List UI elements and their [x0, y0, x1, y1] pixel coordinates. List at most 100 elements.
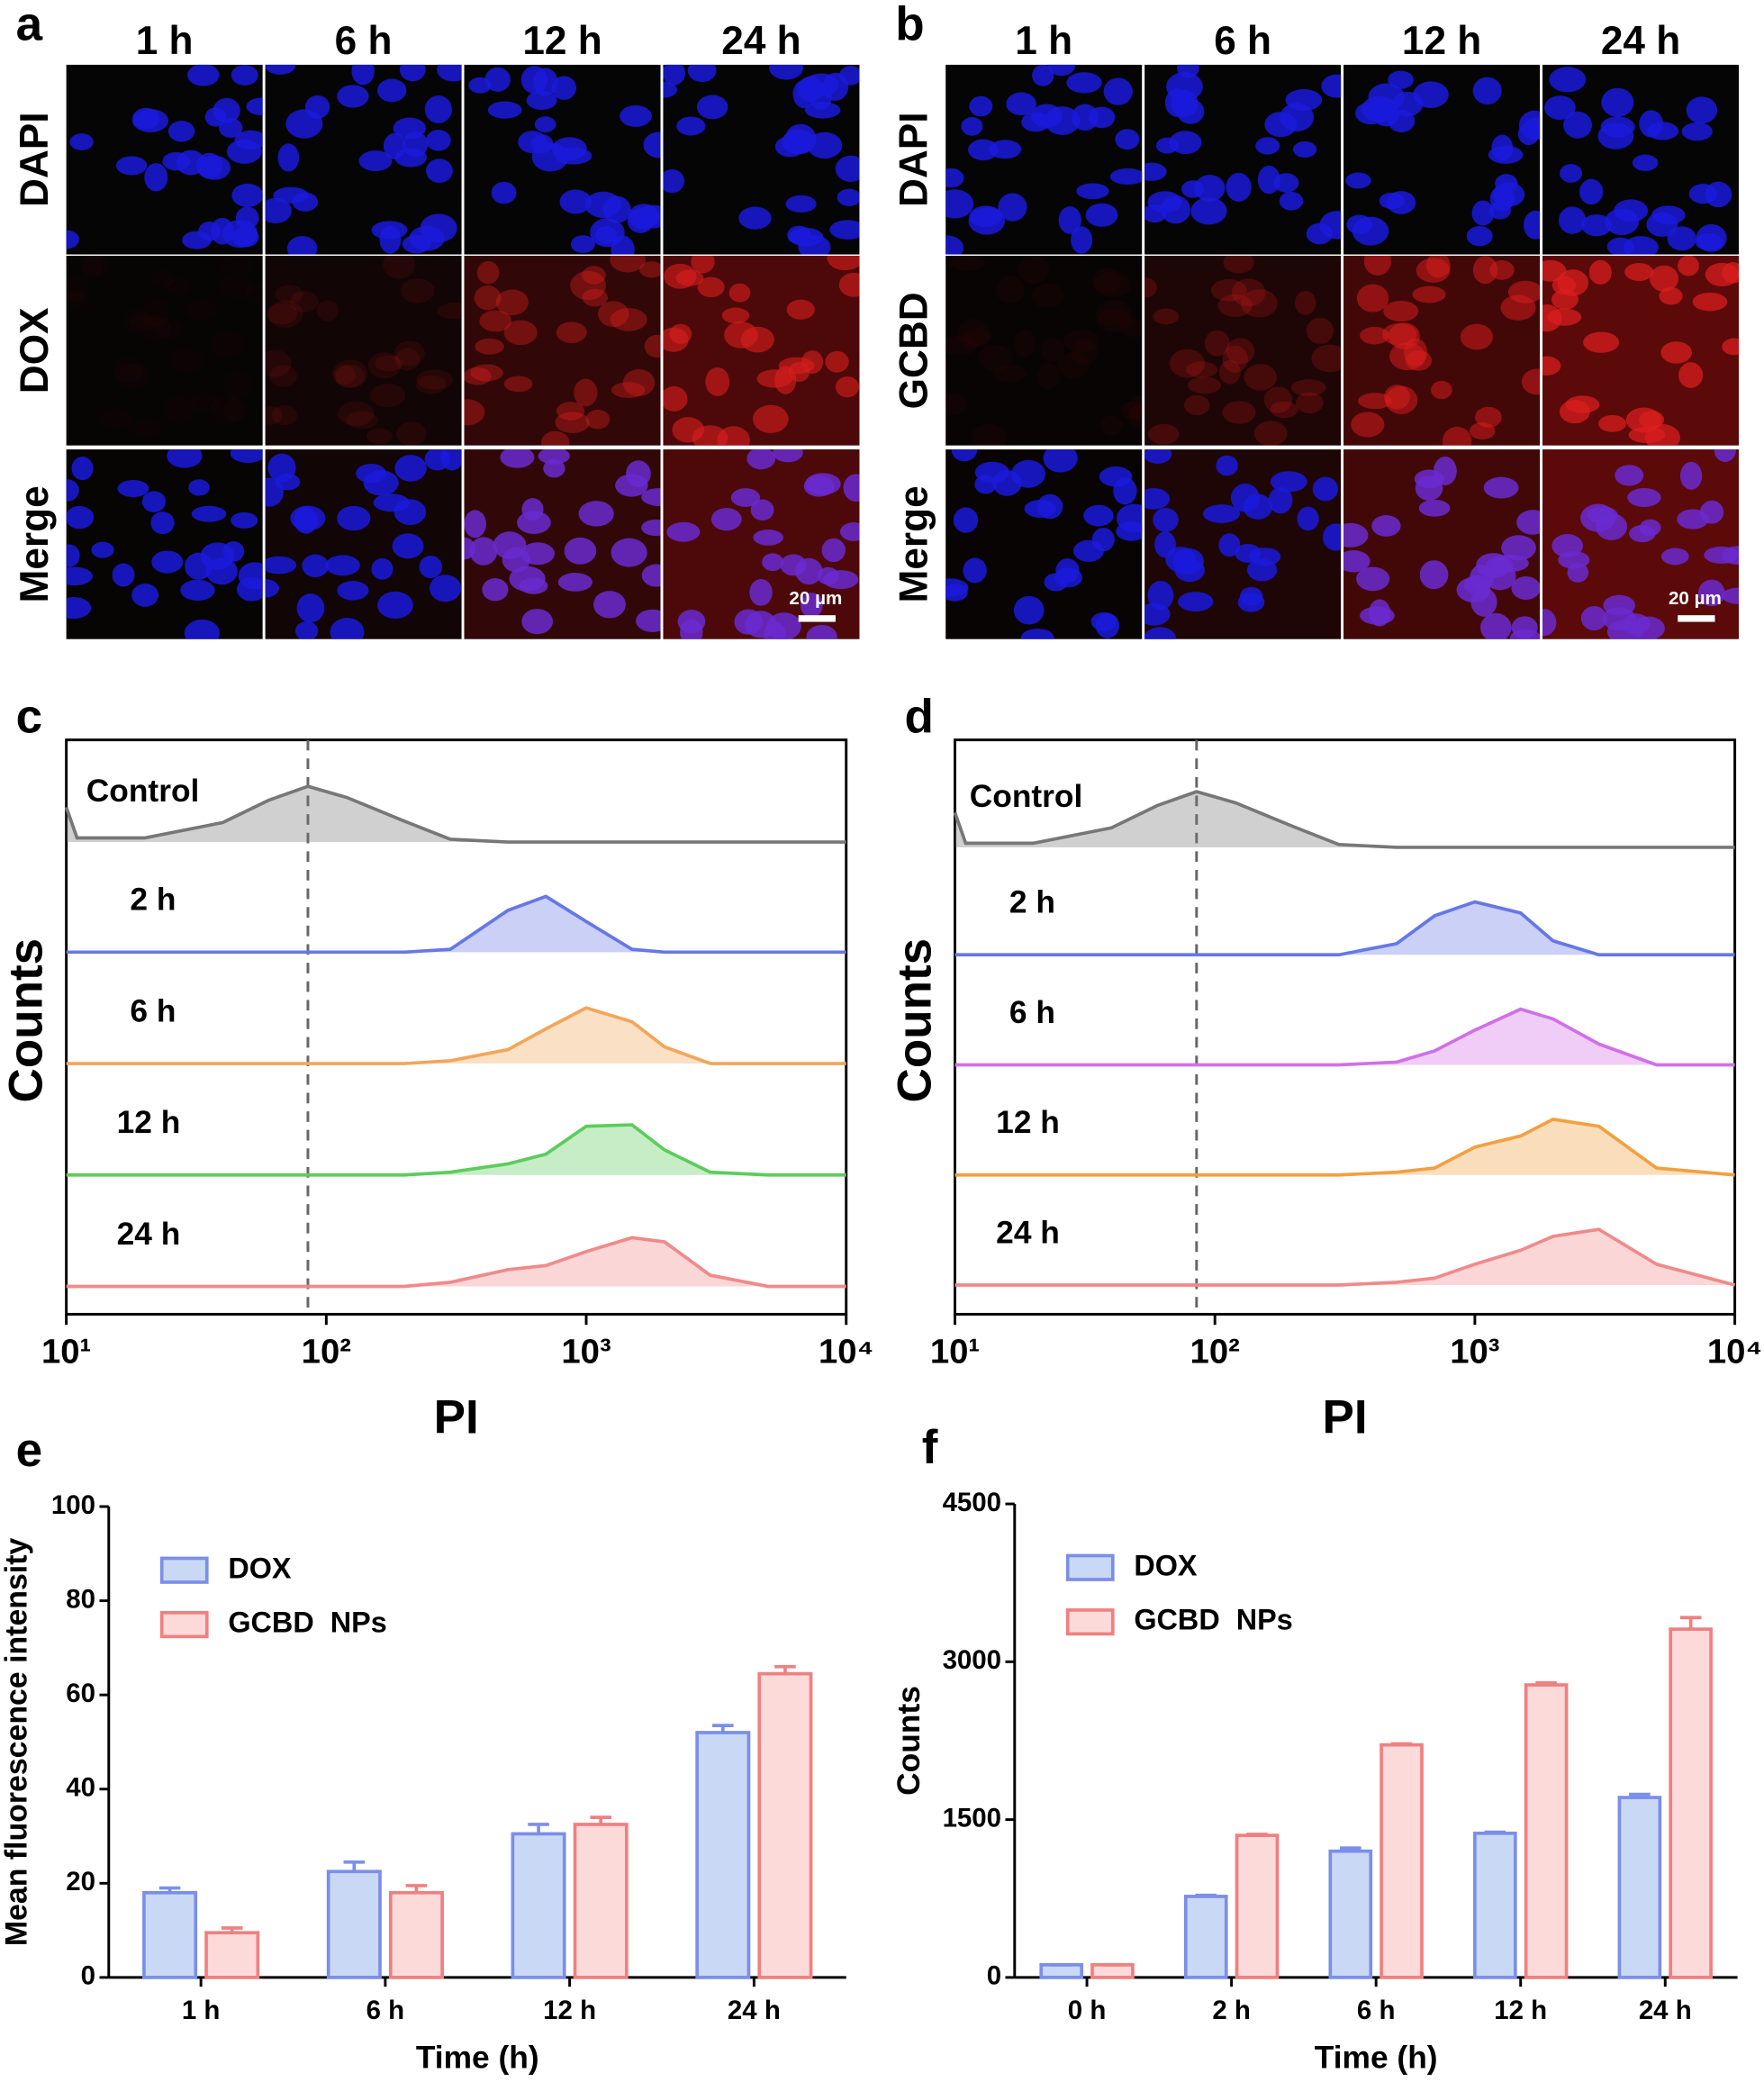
nucleus	[1270, 471, 1307, 493]
nucleus	[330, 618, 365, 639]
series-label: 12 h	[117, 1105, 181, 1140]
nucleus	[1066, 72, 1102, 94]
nucleus	[231, 65, 258, 86]
nucleus	[394, 340, 425, 367]
nucleus	[1369, 599, 1391, 627]
bar	[388, 1890, 444, 1979]
bar	[1090, 1963, 1135, 1979]
nucleus	[1103, 77, 1133, 105]
nucleus	[953, 507, 979, 533]
bar	[326, 1869, 382, 1979]
error-bar	[528, 1823, 549, 1834]
nucleus	[1055, 558, 1080, 584]
nucleus	[164, 396, 195, 423]
nucleus	[949, 256, 985, 271]
nucleus	[66, 566, 93, 586]
nucleus	[1501, 535, 1536, 561]
nucleus	[1601, 87, 1634, 117]
nucleus	[1521, 368, 1541, 395]
nucleus	[426, 129, 451, 151]
x-tick-label: 10³	[1450, 1333, 1499, 1371]
x-tick-label: 6 h	[366, 1996, 405, 2025]
nucleus	[487, 101, 522, 119]
column-header: 6 h	[335, 19, 393, 63]
nucleus	[1580, 606, 1607, 631]
nucleus	[375, 355, 403, 372]
micrograph-bg	[945, 256, 1143, 446]
nucleus	[752, 404, 789, 433]
nucleus	[198, 155, 231, 180]
cells	[56, 252, 276, 446]
cells	[945, 256, 1143, 446]
nucleus	[1356, 284, 1389, 312]
nucleus	[1412, 285, 1446, 303]
nucleus	[1279, 191, 1304, 211]
bar	[1235, 1833, 1280, 1979]
nucleus	[945, 335, 978, 356]
panel-letter: d	[905, 691, 934, 744]
nucleus	[762, 553, 783, 572]
nucleus	[167, 277, 191, 294]
nucleus	[132, 107, 160, 130]
row-label: DAPI	[13, 112, 57, 207]
nucleus	[1244, 364, 1277, 391]
nucleus	[491, 181, 517, 204]
x-tick-label: 10⁴	[819, 1333, 874, 1371]
bar	[1617, 1796, 1662, 1979]
nucleus	[1297, 506, 1319, 531]
nucleus	[1013, 595, 1045, 625]
nucleus	[534, 116, 556, 133]
nucleus	[1681, 122, 1713, 141]
nucleus	[1295, 392, 1324, 414]
nucleus	[1216, 455, 1238, 476]
nucleus	[945, 167, 964, 188]
column-header: 24 h	[1601, 19, 1680, 63]
nucleus	[150, 511, 175, 535]
nucleus	[222, 371, 251, 398]
y-tick-label: 20	[66, 1867, 95, 1896]
x-tick-label: 10²	[302, 1333, 351, 1371]
nucleus	[769, 64, 804, 80]
nucleus	[1678, 362, 1704, 388]
nucleus	[1144, 162, 1167, 181]
nucleus	[1460, 323, 1493, 350]
micrograph	[945, 449, 1143, 639]
nucleus	[749, 579, 773, 606]
nucleus	[290, 505, 326, 531]
nucleus	[1058, 206, 1081, 234]
nucleus	[1161, 195, 1191, 224]
nucleus	[1031, 283, 1064, 308]
nucleus	[1231, 278, 1266, 307]
nucleus	[265, 64, 296, 75]
nucleus	[1057, 351, 1090, 379]
nucleus	[1565, 395, 1600, 413]
nucleus	[705, 367, 730, 396]
x-tick-label: 10¹	[41, 1333, 91, 1371]
nucleus	[1021, 112, 1051, 132]
series-label: 24 h	[996, 1215, 1060, 1250]
legend-label: DOX	[228, 1552, 292, 1584]
cells	[265, 449, 462, 639]
nucleus	[1210, 279, 1247, 302]
panel-letter: a	[16, 0, 43, 51]
nucleus	[476, 261, 500, 285]
error-bar	[1340, 1846, 1361, 1851]
legend-swatch	[159, 1610, 209, 1639]
nucleus	[1363, 256, 1392, 276]
nucleus	[1343, 522, 1369, 548]
y-tick-label: 60	[66, 1679, 95, 1708]
nucleus	[1419, 560, 1449, 590]
nucleus	[337, 401, 375, 426]
nucleus	[1697, 579, 1725, 607]
nucleus	[1006, 92, 1037, 116]
micrograph-bg	[66, 256, 263, 446]
nucleus	[1184, 394, 1210, 416]
nucleus	[1222, 345, 1248, 373]
nucleus	[636, 609, 661, 632]
micrograph	[1144, 449, 1342, 639]
nucleus	[969, 205, 1003, 228]
nucleus	[1041, 338, 1064, 363]
micrograph	[663, 64, 860, 255]
nucleus	[641, 488, 661, 506]
